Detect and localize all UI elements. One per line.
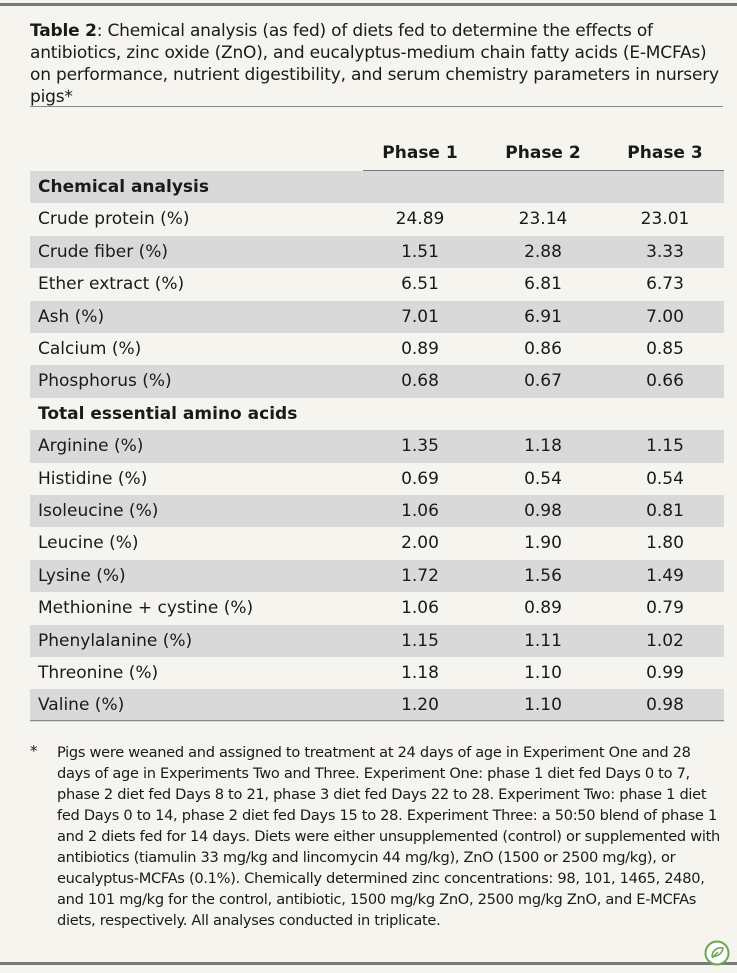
table-row: Leucine (%) 2.00 1.90 1.80 — [30, 527, 724, 559]
table-row: Calcium (%) 0.89 0.86 0.85 — [30, 333, 724, 365]
cell: 1.72 — [401, 565, 439, 586]
cell: 1.18 — [401, 663, 439, 683]
row-label: Arginine (%) — [38, 436, 144, 457]
row-label: Histidine (%) — [38, 468, 148, 489]
title-text: : Chemical analysis (as fed) of diets fe… — [30, 21, 719, 107]
cell: 0.98 — [646, 695, 684, 716]
cell: 1.80 — [646, 533, 684, 554]
cell: 23.01 — [640, 209, 690, 230]
cell: 0.79 — [646, 598, 684, 619]
row-label: Threonine (%) — [38, 663, 159, 683]
table-row: Crude protein (%) 24.89 23.14 23.01 — [30, 203, 724, 235]
column-header: Phase 3 — [627, 143, 703, 163]
top-rule — [0, 3, 737, 6]
row-label: Phenylalanine (%) — [38, 630, 193, 651]
table-row: Valine (%) 1.20 1.10 0.98 — [30, 689, 724, 722]
cell: 6.73 — [646, 274, 684, 295]
section-heading: Total essential amino acids — [38, 403, 298, 424]
cell: 0.85 — [646, 339, 684, 359]
cell: 1.18 — [524, 436, 562, 457]
row-label: Crude fiber (%) — [38, 241, 169, 262]
row-label: Ether extract (%) — [38, 274, 185, 295]
cell: 6.51 — [401, 274, 439, 295]
row-label: Isoleucine (%) — [38, 501, 159, 521]
table-bottom-rule — [30, 720, 724, 721]
cell: 0.98 — [524, 501, 562, 521]
cell: 2.88 — [524, 241, 562, 262]
cell: 7.00 — [646, 306, 684, 327]
table-row: Methionine + cystine (%) 1.06 0.89 0.79 — [30, 592, 724, 624]
cell: 1.49 — [646, 565, 684, 586]
cell: 1.06 — [401, 598, 439, 619]
cell: 0.89 — [524, 598, 562, 619]
table-row: Lysine (%) 1.72 1.56 1.49 — [30, 559, 724, 593]
footnote-mark: * — [30, 742, 38, 760]
cell: 0.54 — [646, 468, 684, 489]
table-row: Isoleucine (%) 1.06 0.98 0.81 — [30, 495, 724, 528]
table-row: Phenylalanine (%) 1.15 1.11 1.02 — [30, 624, 724, 657]
title-rule — [30, 106, 723, 107]
cell: 1.10 — [524, 695, 562, 716]
header-rule — [363, 170, 724, 171]
row-label: Lysine (%) — [38, 565, 126, 586]
section-row: Total essential amino acids — [30, 398, 724, 430]
table-row: Ether extract (%) 6.51 6.81 6.73 — [30, 268, 724, 300]
table-row: Arginine (%) 1.35 1.18 1.15 — [30, 430, 724, 463]
cell: 1.51 — [401, 241, 439, 262]
cell: 24.89 — [395, 209, 445, 230]
cell: 0.89 — [401, 339, 439, 359]
row-label: Phosphorus (%) — [38, 371, 172, 392]
cell: 0.99 — [646, 663, 684, 683]
cell: 23.14 — [518, 209, 568, 230]
cell: 1.10 — [524, 663, 562, 683]
cell: 0.81 — [646, 501, 684, 521]
table-title: Table 2: Chemical analysis (as fed) of d… — [30, 20, 720, 108]
table-row: Histidine (%) 0.69 0.54 0.54 — [30, 463, 724, 495]
cell: 0.86 — [524, 339, 562, 359]
column-header: Phase 2 — [505, 143, 581, 163]
table-row: Crude fiber (%) 1.51 2.88 3.33 — [30, 235, 724, 269]
row-label: Ash (%) — [38, 306, 105, 327]
cell: 3.33 — [646, 241, 684, 262]
cell: 1.15 — [646, 436, 684, 457]
cell: 6.91 — [524, 306, 562, 327]
cell: 0.67 — [524, 371, 562, 392]
cell: 1.11 — [524, 630, 562, 651]
cell: 0.54 — [524, 468, 562, 489]
cell: 1.56 — [524, 565, 562, 586]
section-row: Chemical analysis — [30, 171, 724, 204]
cell: 1.20 — [401, 695, 439, 716]
cell: 0.69 — [401, 468, 439, 489]
table-row: Ash (%) 7.01 6.91 7.00 — [30, 300, 724, 333]
row-label: Leucine (%) — [38, 533, 139, 554]
column-header: Phase 1 — [382, 143, 458, 163]
table-row: Phosphorus (%) 0.68 0.67 0.66 — [30, 365, 724, 398]
footnote: Pigs were weaned and assigned to treatme… — [57, 744, 720, 929]
row-label: Calcium (%) — [38, 339, 142, 359]
table-row: Threonine (%) 1.18 1.10 0.99 — [30, 657, 724, 689]
cell: 1.15 — [401, 630, 439, 651]
cell: 1.90 — [524, 533, 562, 554]
cell: 0.66 — [646, 371, 684, 392]
cell: 1.35 — [401, 436, 439, 457]
cell: 7.01 — [401, 306, 439, 327]
row-label: Methionine + cystine (%) — [38, 598, 254, 619]
cell: 0.68 — [401, 371, 439, 392]
cell: 1.02 — [646, 630, 684, 651]
row-label: Crude protein (%) — [38, 209, 190, 230]
section-heading: Chemical analysis — [38, 177, 209, 197]
row-label: Valine (%) — [38, 695, 125, 716]
title-label: Table 2 — [30, 21, 97, 41]
cell: 1.06 — [401, 501, 439, 521]
cell: 2.00 — [401, 533, 439, 554]
bottom-rule — [0, 962, 737, 965]
cell: 6.81 — [524, 274, 562, 295]
access-icon[interactable] — [704, 940, 730, 966]
